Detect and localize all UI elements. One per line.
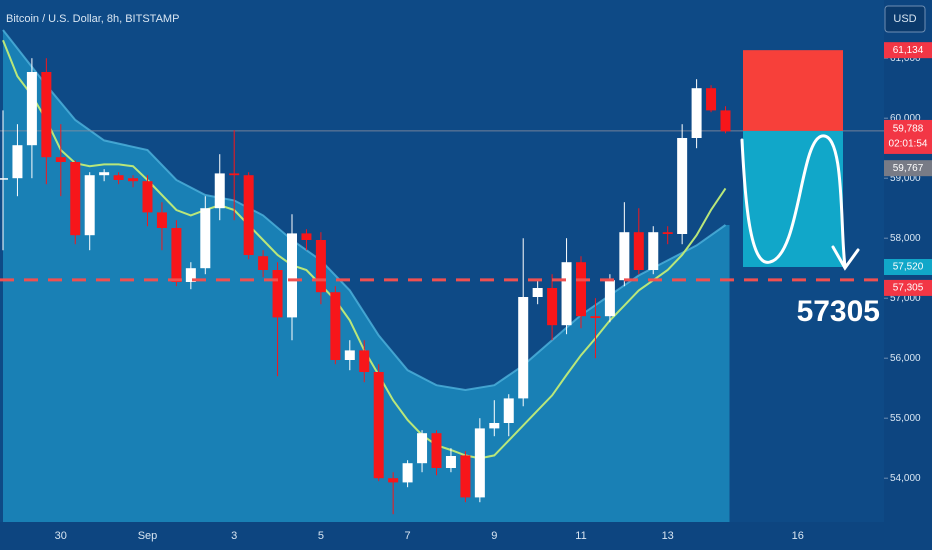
time-axis [0,522,884,550]
x-tick-label: 11 [575,530,586,542]
price-tag-label: 59,767 [893,163,924,174]
currency: USD [893,13,916,25]
candle-body [214,173,225,209]
candle-body [576,262,586,317]
chart-title: Bitcoin / U.S. Dollar, 8h, BITSTAMP [6,13,179,25]
candle-body [330,292,341,360]
x-tick-label: 7 [405,530,411,542]
candle-body [243,175,254,255]
candle-body [200,208,211,269]
candle-body [402,463,413,483]
candle-body [720,110,731,132]
candle-body [0,178,8,180]
candle-body [503,398,514,423]
x-tick-label: 30 [55,530,67,542]
candle-body [547,288,558,326]
candle-body [388,478,399,483]
candle-body [229,173,240,176]
annotation: 57305 [797,295,880,328]
candle-body [287,233,297,318]
x-tick-label: 3 [231,530,237,542]
y-tick-label: 59,000 [890,173,921,184]
candle-body [691,88,702,138]
y-tick-label: 55,000 [890,413,921,424]
candle-body [315,240,326,293]
candle-body [518,297,529,399]
candle-body [185,268,196,282]
price-tag [884,279,932,296]
price-tag [884,42,932,59]
candle-body [417,433,428,464]
y-tick-label: 57,000 [890,293,921,304]
price-tag [884,119,932,154]
candle-body [26,72,37,146]
candle-body [99,172,110,176]
stop-zone [743,50,843,131]
y-tick-label: 54,000 [890,473,921,484]
price-tag-label: 59,788 [893,124,924,135]
candle-body [474,428,485,498]
candle-body [41,72,52,158]
price-tag-label: 57,520 [893,262,924,273]
candle-body [431,433,442,468]
candle-body [590,316,601,318]
candle-body [460,455,471,498]
candle-body [171,228,182,282]
candle-body [532,288,543,297]
target-zone [743,130,843,267]
x-tick-label: Sep [138,530,158,542]
y-tick-label: 61,000 [890,53,921,64]
candle-body [662,232,673,234]
candle-body [648,232,659,270]
candle-body [489,423,500,429]
candle-body [12,145,23,179]
price-tag-timer: 02:01:54 [889,139,928,150]
x-tick-label: 13 [662,530,674,542]
candle-body [142,181,153,213]
x-tick-label: 16 [792,530,804,542]
candle-body [272,270,283,318]
candle-body [55,157,66,162]
candle-body [561,262,572,326]
candle-body [619,232,630,281]
candle-body [633,232,644,270]
y-tick-label: 60,000 [890,113,921,124]
candle-body [258,256,269,270]
currency-box[interactable] [884,5,926,33]
candle-body [113,175,124,180]
candle-body [344,350,355,360]
candle-body [84,175,95,236]
candle-body [156,212,167,228]
candle-body [677,138,688,234]
drawn-arrow [740,134,860,271]
y-tick-label: 58,000 [890,233,921,244]
price-tag [884,160,932,177]
x-tick-label: 9 [491,530,497,542]
price-tag [884,259,932,275]
candle-body [359,350,370,372]
y-tick-label: 56,000 [890,353,921,364]
candle-body [301,233,312,240]
price-tag-label: 61,134 [893,45,924,56]
candle-body [128,178,139,182]
candle-body [445,456,456,468]
candle-body [70,162,81,236]
candle-body [373,372,384,479]
x-tick-label: 5 [318,530,324,542]
candle-body [706,88,717,111]
candle-body [604,280,615,317]
price-tag-label: 57,305 [893,283,924,294]
